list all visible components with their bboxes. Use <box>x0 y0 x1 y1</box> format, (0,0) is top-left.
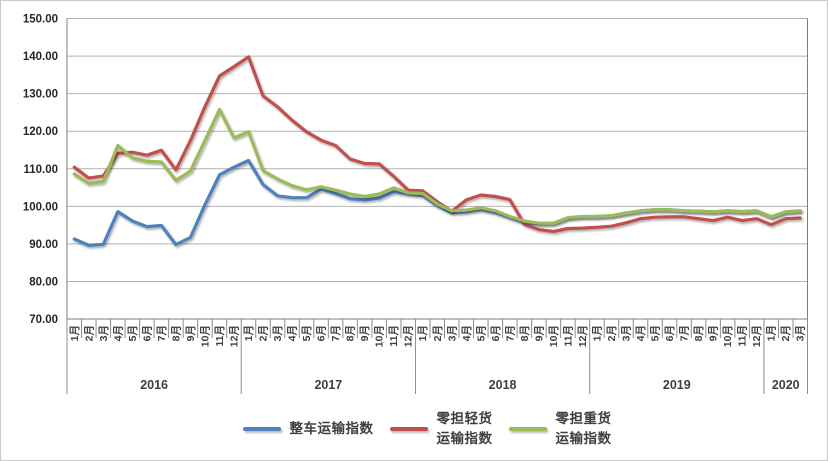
svg-text:120.00: 120.00 <box>23 126 58 138</box>
svg-text:2016: 2016 <box>140 378 168 392</box>
svg-text:6月: 6月 <box>490 325 502 341</box>
svg-text:7月: 7月 <box>504 325 516 341</box>
svg-text:5月: 5月 <box>127 325 139 341</box>
svg-text:9月: 9月 <box>708 325 720 341</box>
svg-text:6月: 6月 <box>664 325 676 341</box>
svg-text:3月: 3月 <box>621 325 633 341</box>
svg-text:7月: 7月 <box>330 325 342 341</box>
svg-text:150.00: 150.00 <box>23 14 58 26</box>
legend-line-sample-red <box>389 427 428 431</box>
legend-label-ltl-heavy-index: 零担重货 运输指数 <box>555 411 612 446</box>
chart-legend: 整车运输指数 零担轻货 运输指数 零担重货 运输指数 <box>1 402 827 456</box>
svg-text:6月: 6月 <box>141 325 153 341</box>
svg-text:2017: 2017 <box>314 378 342 392</box>
svg-text:4月: 4月 <box>461 325 473 341</box>
x-axis-ticks <box>66 319 808 394</box>
svg-text:12月: 12月 <box>751 325 763 347</box>
svg-text:1月: 1月 <box>243 325 255 341</box>
svg-text:9月: 9月 <box>359 325 371 341</box>
legend-item-ltl-light-index: 零担轻货 运输指数 <box>389 409 493 448</box>
svg-text:9月: 9月 <box>185 325 197 341</box>
svg-text:70.00: 70.00 <box>29 314 58 326</box>
svg-text:4月: 4月 <box>635 325 647 341</box>
y-axis-tick-labels: 150.00 140.00 130.00 120.00 110.00 100.00 90.0… <box>23 14 58 327</box>
svg-text:12月: 12月 <box>577 325 589 347</box>
svg-text:11月: 11月 <box>562 325 574 347</box>
x-axis-month-labels: 1月 2月 3月 4月 5月 6月 7月 8月 9月 10月 11月 12月 1月 2月 3月 4月 5月 6月 7… <box>69 325 807 347</box>
svg-text:130.00: 130.00 <box>23 89 58 101</box>
legend-label-ftl-index: 整车运输指数 <box>289 421 374 437</box>
svg-text:1月: 1月 <box>417 325 429 341</box>
svg-text:9月: 9月 <box>533 325 545 341</box>
svg-text:8月: 8月 <box>693 325 705 341</box>
series-line-1 <box>72 55 802 234</box>
svg-text:1月: 1月 <box>591 325 603 341</box>
x-axis-year-labels: 2016 2017 2018 2019 2020 <box>140 378 799 392</box>
svg-text:2020: 2020 <box>772 378 800 392</box>
svg-text:3月: 3月 <box>446 325 458 341</box>
svg-text:2月: 2月 <box>432 325 444 341</box>
svg-text:12月: 12月 <box>403 325 415 347</box>
svg-text:8月: 8月 <box>519 325 531 341</box>
legend-item-ftl-index: 整车运输指数 <box>242 419 374 439</box>
svg-text:110.00: 110.00 <box>23 164 58 176</box>
svg-text:7月: 7月 <box>156 325 168 341</box>
svg-text:4月: 4月 <box>112 325 124 341</box>
svg-text:10月: 10月 <box>374 325 386 347</box>
svg-text:2月: 2月 <box>780 325 792 341</box>
svg-text:1月: 1月 <box>69 325 81 341</box>
svg-text:12月: 12月 <box>228 325 240 347</box>
svg-text:140.00: 140.00 <box>23 51 58 63</box>
svg-text:3月: 3月 <box>795 325 807 341</box>
svg-text:3月: 3月 <box>98 325 110 341</box>
svg-text:2019: 2019 <box>663 378 691 392</box>
svg-text:5月: 5月 <box>301 325 313 341</box>
legend-line-sample-green <box>508 427 547 431</box>
svg-text:100.00: 100.00 <box>23 201 58 213</box>
svg-text:5月: 5月 <box>475 325 487 341</box>
svg-text:2月: 2月 <box>83 325 95 341</box>
svg-text:11月: 11月 <box>388 325 400 347</box>
legend-item-ltl-heavy-index: 零担重货 运输指数 <box>508 409 612 448</box>
svg-text:10月: 10月 <box>548 325 560 347</box>
svg-text:11月: 11月 <box>214 325 226 347</box>
svg-text:2018: 2018 <box>489 378 517 392</box>
svg-text:3月: 3月 <box>272 325 284 341</box>
svg-text:10月: 10月 <box>199 325 211 347</box>
svg-text:6月: 6月 <box>316 325 328 341</box>
svg-text:10月: 10月 <box>722 325 734 347</box>
legend-line-sample-blue <box>242 427 281 431</box>
line-chart-svg: 150.00 140.00 130.00 120.00 110.00 100.00 90.0… <box>23 14 808 394</box>
svg-text:2月: 2月 <box>258 325 270 341</box>
svg-text:4月: 4月 <box>287 325 299 341</box>
svg-text:5月: 5月 <box>650 325 662 341</box>
svg-text:8月: 8月 <box>345 325 357 341</box>
svg-text:2月: 2月 <box>606 325 618 341</box>
series-line-2 <box>72 107 802 225</box>
svg-text:80.00: 80.00 <box>29 276 58 288</box>
svg-text:11月: 11月 <box>737 325 749 347</box>
svg-text:1月: 1月 <box>766 325 778 341</box>
svg-text:8月: 8月 <box>170 325 182 341</box>
plot-area: 150.00 140.00 130.00 120.00 110.00 100.00 90.0… <box>1 1 827 401</box>
svg-text:7月: 7月 <box>679 325 691 341</box>
legend-label-ltl-light-index: 零担轻货 运输指数 <box>436 411 493 446</box>
svg-text:90.00: 90.00 <box>29 239 58 251</box>
